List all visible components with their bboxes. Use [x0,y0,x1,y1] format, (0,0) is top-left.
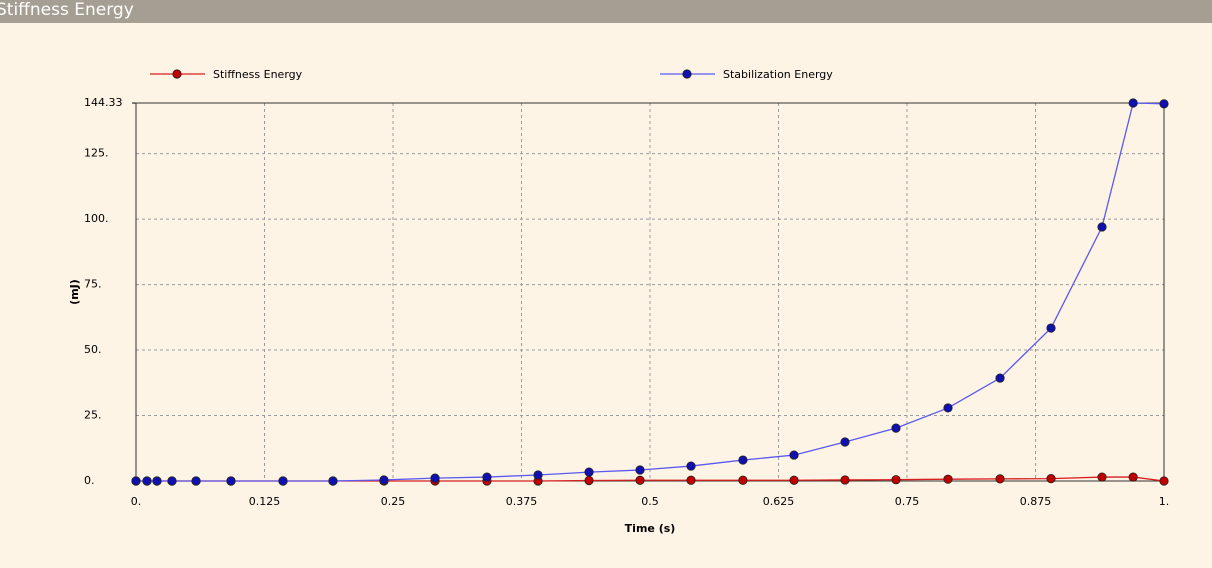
window-title: Stiffness Energy [0,0,1212,23]
data-point [191,476,201,486]
data-point [738,475,748,485]
data-point [430,473,440,483]
x-tick-label: 0.375 [506,495,538,508]
y-tick-label: 125. [84,147,109,160]
data-point [686,461,696,471]
data-point [1046,474,1056,484]
data-point [1097,222,1107,232]
y-tick-label: 25. [84,409,102,422]
data-point [840,475,850,485]
data-point [789,450,799,460]
legend-label: Stiffness Energy [213,68,303,81]
y-tick-label: 75. [84,278,102,291]
data-point [789,475,799,485]
data-point [584,467,594,477]
y-tick-label: 0. [84,474,95,487]
data-point [226,476,236,486]
data-point [1128,472,1138,482]
x-tick-label: 0.25 [381,495,406,508]
data-point [328,476,338,486]
y-tick-label: 144.33 [84,96,123,109]
legend-label: Stabilization Energy [723,68,833,81]
x-tick-label: 0.75 [895,495,920,508]
x-tick-label: 0. [131,495,142,508]
data-point [131,476,141,486]
data-point [142,476,152,486]
y-tick-label: 100. [84,212,109,225]
plot-frame [135,102,1165,482]
data-point [943,403,953,413]
data-point [533,470,543,480]
legend-marker [172,69,182,79]
data-point [278,476,288,486]
x-tick-label: 0.625 [763,495,795,508]
y-axis-label: (mJ) [68,279,81,305]
y-tick-label: 50. [84,343,102,356]
x-tick-label: 0.125 [249,495,281,508]
data-point [635,465,645,475]
data-point [635,475,645,485]
data-point [686,475,696,485]
data-point [995,474,1005,484]
x-tick-label: 1. [1159,495,1170,508]
x-tick-label: 0.875 [1020,495,1052,508]
data-point [379,475,389,485]
data-point [995,373,1005,383]
data-point [1159,99,1169,109]
data-point [1097,472,1107,482]
data-point [1159,476,1169,486]
data-point [738,455,748,465]
legend-marker [682,69,692,79]
data-point [840,437,850,447]
data-point [152,476,162,486]
data-point [584,475,594,486]
x-tick-label: 0.5 [641,495,659,508]
x-axis-label: Time (s) [625,522,676,535]
data-point [482,472,492,482]
data-point [891,475,901,485]
data-point [1128,98,1138,108]
data-point [943,474,953,484]
data-point [1046,323,1056,333]
data-point [167,476,177,486]
data-point [891,423,901,433]
